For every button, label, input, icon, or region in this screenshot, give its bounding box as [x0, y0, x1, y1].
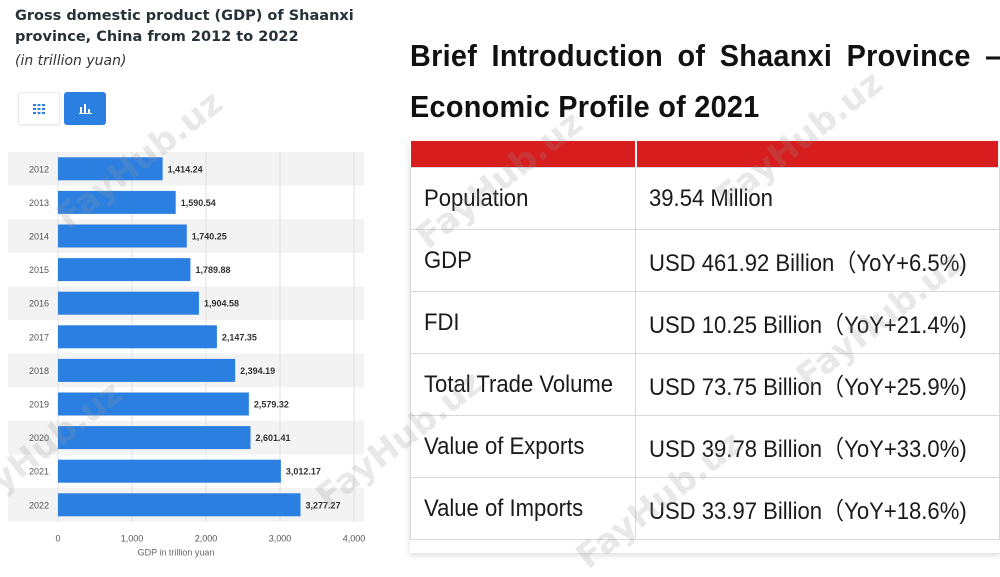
row-value-text: USD 33.97 Billion（YoY+18.6%) [649, 498, 967, 525]
heading-word: Introduction [491, 38, 664, 73]
row-value-text: USD 73.75 Billion（YoY+25.9%) [649, 374, 967, 401]
bar [58, 224, 187, 248]
table-row: Population 39.54 Million [410, 167, 1000, 230]
row-value-text: USD 39.78 Billion（YoY+33.0%) [649, 436, 967, 463]
row-label-text: FDI [424, 308, 460, 336]
x-tick-label: 1,000 [121, 534, 144, 544]
data-label: 2,579.32 [254, 400, 289, 410]
chart-title: Gross domestic product (GDP) of Shaanxi … [15, 8, 354, 45]
row-value: USD 39.78 Billion（YoY+33.0%) [635, 415, 1000, 478]
category-label: 2018 [29, 366, 49, 376]
heading-word: Brief [410, 38, 478, 73]
heading-line-1: Brief Introduction of Shaanxi Province – [410, 30, 1000, 81]
x-tick-label: 4,000 [343, 534, 366, 544]
heading-word: – [985, 38, 1000, 73]
table-header-cell [635, 141, 1000, 168]
data-label: 1,789.88 [195, 265, 230, 275]
bar [58, 358, 236, 382]
category-label: 2015 [29, 265, 49, 275]
x-tick-label: 0 [55, 534, 60, 544]
row-label-text: GDP [424, 246, 472, 274]
heading-word: Shaanxi [719, 38, 833, 73]
category-label: 2021 [29, 467, 49, 477]
heading-word: Province [846, 38, 971, 73]
table-header-cell [410, 141, 637, 168]
category-label: 2012 [29, 164, 49, 174]
bar [58, 258, 191, 282]
row-value: USD 73.75 Billion（YoY+25.9%) [635, 353, 1000, 416]
row-value-text: 39.54 Million [649, 184, 773, 212]
data-label: 2,147.35 [222, 332, 257, 342]
row-label: Value of Exports [410, 415, 636, 478]
table-view-button[interactable] [18, 92, 60, 125]
x-tick-label: 2,000 [195, 534, 218, 544]
table-row: Total Trade Volume USD 73.75 Billion（YoY+… [410, 353, 1000, 416]
economic-profile-table: Population 39.54 Million GDP USD 461.92 Bil… [410, 141, 1000, 540]
category-label: 2013 [29, 198, 49, 208]
table-header-row [410, 141, 1000, 168]
bar-chart-icon [78, 104, 92, 114]
bar [58, 493, 301, 517]
row-label-text: Population [424, 184, 529, 212]
row-label-text: Value of Imports [424, 494, 584, 522]
data-label: 2,601.41 [256, 433, 291, 443]
chart-panel: Gross domestic product (GDP) of Shaanxi … [0, 0, 380, 562]
category-label: 2022 [29, 500, 49, 510]
row-label: FDI [410, 291, 636, 354]
table-row: Value of Imports USD 33.97 Billion（YoY+18… [410, 477, 1000, 540]
bar [58, 426, 251, 450]
info-panel: Brief Introduction of Shaanxi Province – Econ… [410, 0, 1000, 562]
bar [58, 392, 249, 416]
data-label: 1,904.58 [204, 299, 239, 309]
heading-word: of [677, 38, 706, 73]
row-value-text: USD 10.25 Billion（YoY+21.4%) [649, 312, 967, 339]
category-label: 2014 [29, 232, 49, 242]
gdp-bar-chart: 1,414.24 1,590.54 1,740.25 1,789.88 1,904.58… [8, 152, 366, 558]
grid-icon [33, 103, 45, 114]
row-value: USD 461.92 Billion（YoY+6.5%) [635, 229, 1000, 292]
row-label: Value of Imports [410, 477, 636, 540]
row-label-text: Total Trade Volume [424, 370, 614, 398]
category-label: 2020 [29, 433, 49, 443]
bar [58, 291, 199, 315]
table-row: FDI USD 10.25 Billion（YoY+21.4%) [410, 291, 1000, 354]
bar [58, 190, 176, 214]
category-label: 2019 [29, 400, 49, 410]
data-label: 1,414.24 [168, 164, 203, 174]
data-label: 1,590.54 [181, 198, 216, 208]
row-label-text: Value of Exports [424, 432, 585, 460]
data-label: 2,394.19 [240, 366, 275, 376]
data-label: 3,277.27 [306, 500, 341, 510]
x-axis-title: GDP in trillion yuan [138, 548, 215, 558]
x-tick-label: 3,000 [269, 534, 292, 544]
row-value: USD 33.97 Billion（YoY+18.6%) [635, 477, 1000, 540]
row-label: Population [410, 167, 636, 230]
table-row: GDP USD 461.92 Billion（YoY+6.5%) [410, 229, 1000, 292]
row-label: GDP [410, 229, 636, 292]
chart-subtitle: (in trillion yuan) [15, 53, 127, 69]
chart-view-button[interactable] [64, 92, 106, 125]
bar [58, 157, 163, 181]
row-value-text: USD 461.92 Billion（YoY+6.5%) [649, 250, 967, 277]
bar [58, 459, 281, 483]
data-label: 1,740.25 [192, 232, 227, 242]
info-heading: Brief Introduction of Shaanxi Province – Econ… [410, 30, 1000, 132]
category-label: 2017 [29, 332, 49, 342]
row-value: USD 10.25 Billion（YoY+21.4%) [635, 291, 1000, 354]
data-label: 3,012.17 [286, 467, 321, 477]
heading-line-2: Economic Profile of 2021 [410, 89, 760, 124]
bar [58, 325, 217, 349]
row-label: Total Trade Volume [410, 353, 636, 416]
category-label: 2016 [29, 299, 49, 309]
row-value: 39.54 Million [635, 167, 1000, 230]
table-row: Value of Exports USD 39.78 Billion（YoY+33… [410, 415, 1000, 478]
